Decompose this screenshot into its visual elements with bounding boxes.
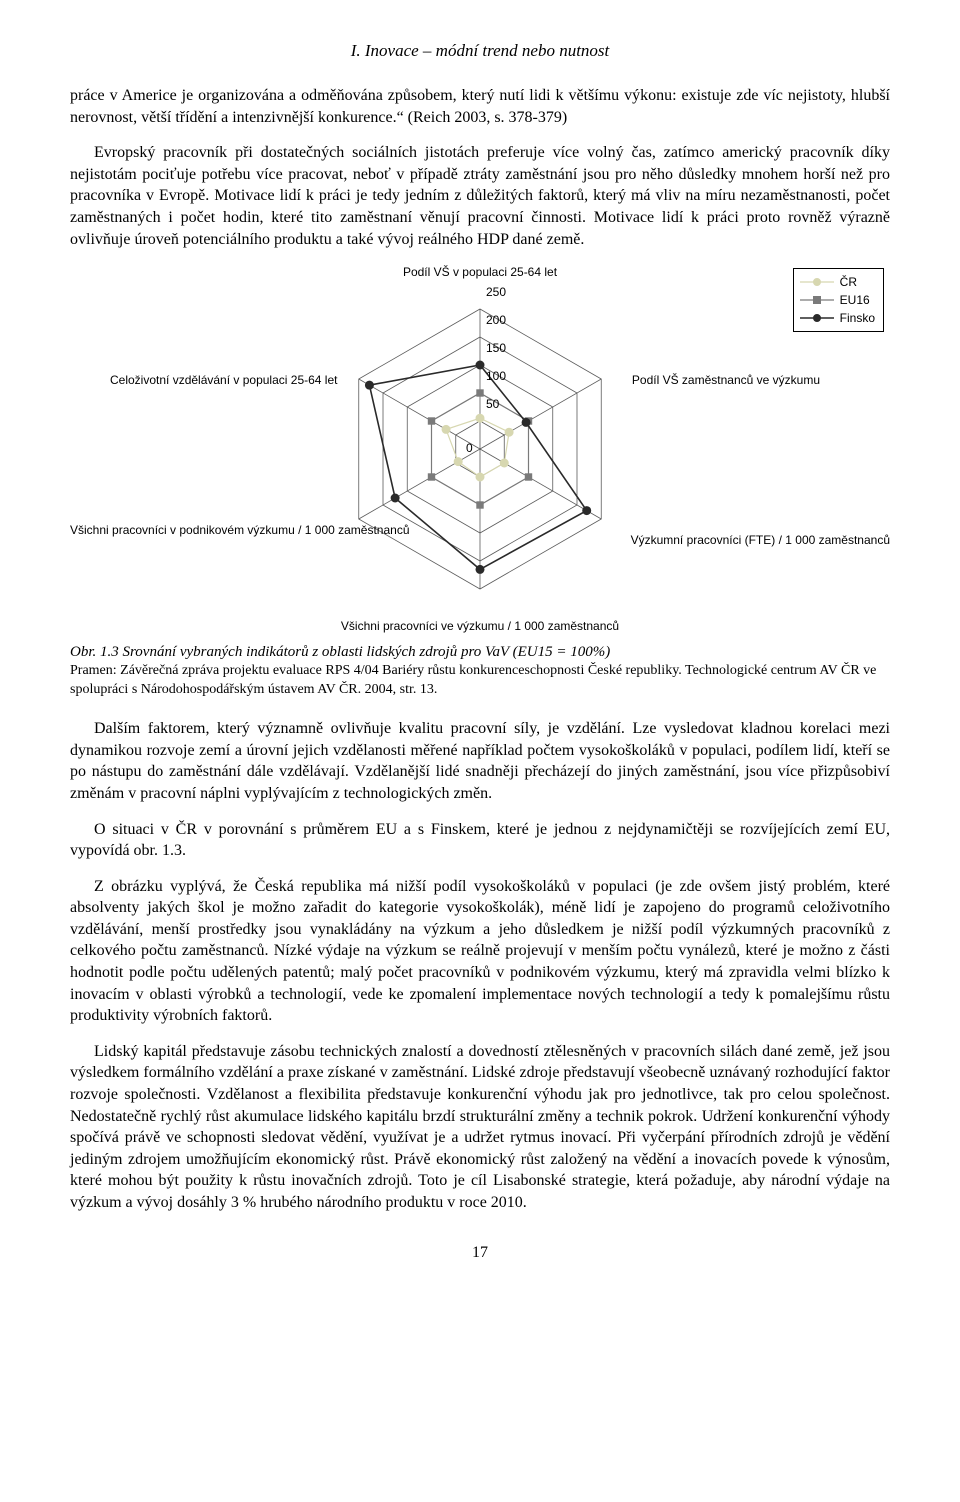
figure-source: Pramen: Závěrečná zpráva projektu evalua…	[70, 662, 890, 700]
figure-caption: Obr. 1.3 Srovnání vybraných indikátorů z…	[70, 642, 890, 662]
paragraph-3: Dalším faktorem, který významně ovlivňuj…	[70, 718, 890, 804]
legend-label-finsko: Finsko	[840, 309, 875, 327]
legend-row-cr: ČR	[800, 273, 875, 291]
legend-label-cr: ČR	[840, 273, 857, 291]
paragraph-1: práce v Americe je organizována a odměňo…	[70, 85, 890, 128]
paragraph-5: Z obrázku vyplývá, že Česká republika má…	[70, 876, 890, 1027]
ring-label-50: 50	[486, 396, 499, 412]
axis-label-3: Všichni pracovníci ve výzkumu / 1 000 za…	[341, 618, 619, 634]
radar-chart-svg	[70, 264, 890, 634]
axis-label-2: Výzkumní pracovníci (FTE) / 1 000 zaměst…	[631, 532, 890, 548]
figure-caption-text: Obr. 1.3 Srovnání vybraných indikátorů z…	[70, 644, 610, 660]
axis-label-5: Celoživotní vzdělávání v populaci 25-64 …	[110, 372, 337, 388]
axis-label-1: Podíl VŠ zaměstnanců ve výzkumu	[632, 372, 820, 388]
paragraph-4: O situaci v ČR v porovnání s průměrem EU…	[70, 819, 890, 862]
ring-label-250: 250	[486, 284, 506, 300]
legend-box: ČR EU16 Finsko	[793, 268, 884, 332]
ring-label-150: 150	[486, 340, 506, 356]
ring-label-100: 100	[486, 368, 506, 384]
legend-row-finsko: Finsko	[800, 309, 875, 327]
ring-label-0: 0	[466, 440, 473, 456]
paragraph-6: Lidský kapitál představuje zásobu techni…	[70, 1041, 890, 1214]
ring-label-200: 200	[486, 312, 506, 328]
paragraph-2: Evropský pracovník při dostatečných soci…	[70, 142, 890, 250]
radar-chart-block: Podíl VŠ v populaci 25-64 let Podíl VŠ z…	[70, 264, 890, 634]
axis-label-0: Podíl VŠ v populaci 25-64 let	[403, 264, 557, 280]
legend-label-eu16: EU16	[840, 291, 870, 309]
legend-row-eu16: EU16	[800, 291, 875, 309]
axis-label-4: Všichni pracovníci v podnikovém výzkumu …	[70, 522, 350, 538]
section-header: I. Inovace – módní trend nebo nutnost	[70, 40, 890, 63]
page-number: 17	[70, 1242, 890, 1264]
